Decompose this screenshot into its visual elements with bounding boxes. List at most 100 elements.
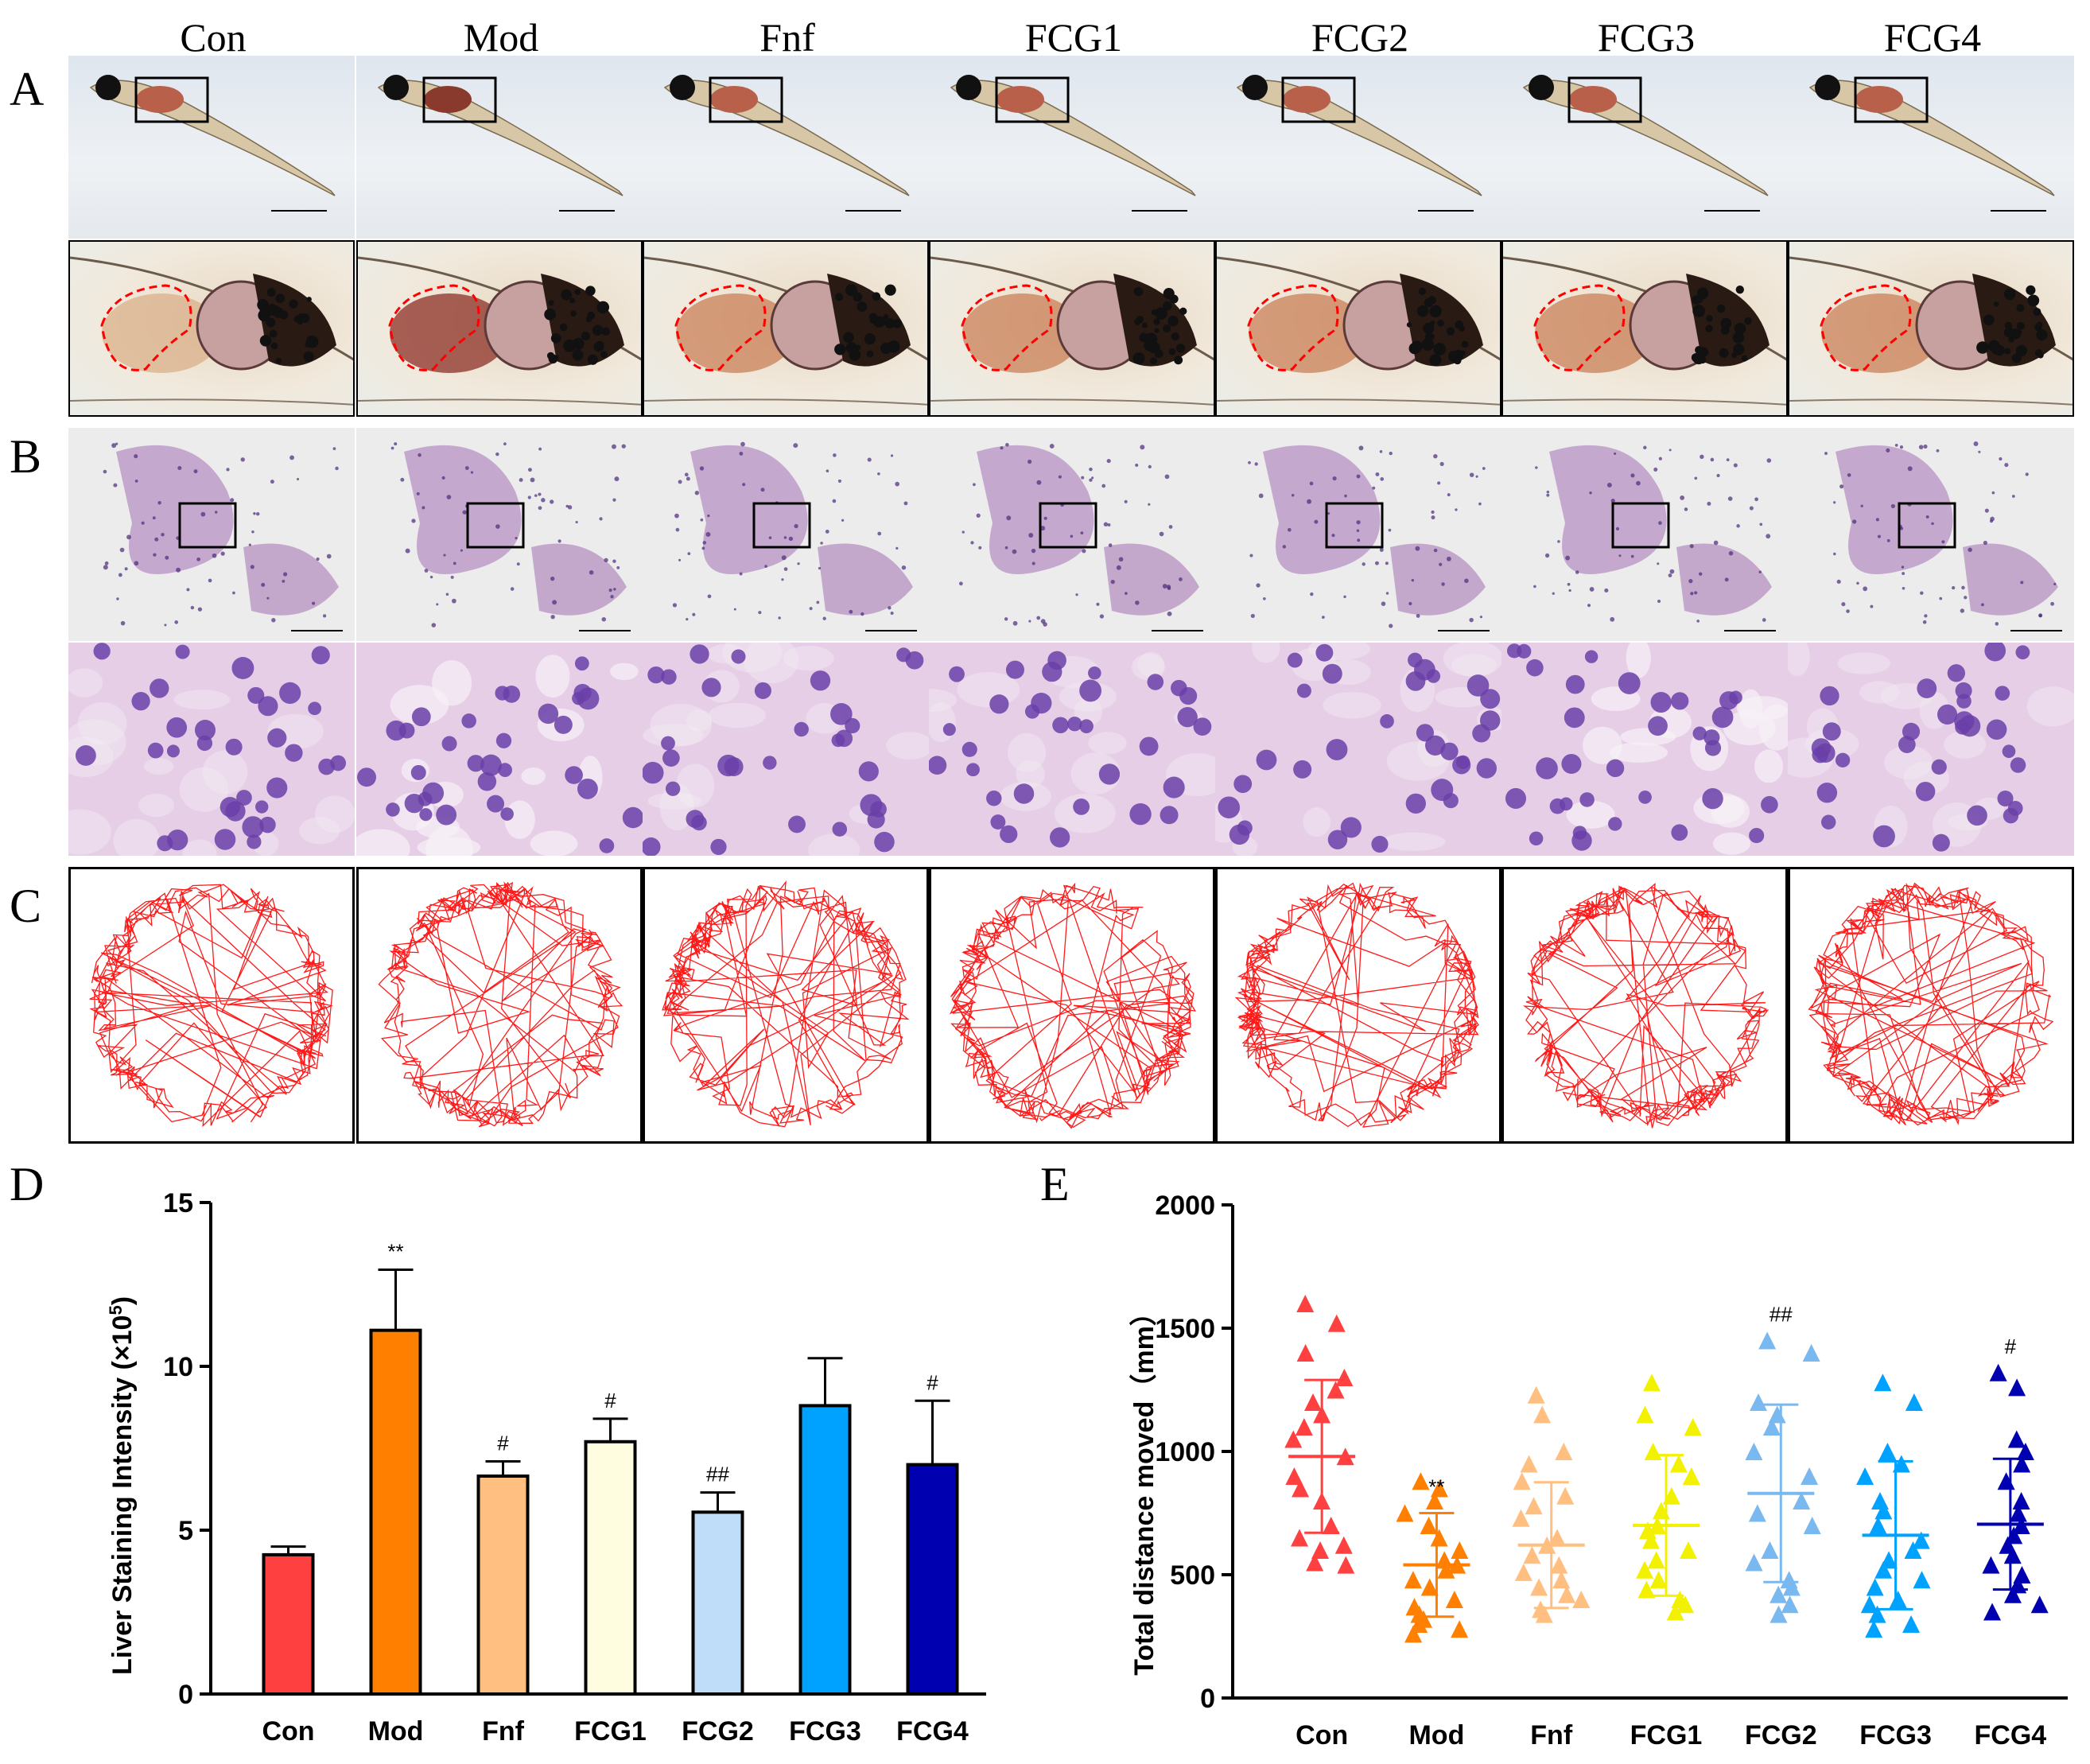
liver-zoom-image-mod xyxy=(356,240,643,417)
point-fcg3 xyxy=(1889,1591,1907,1608)
histology-low-mag-mod xyxy=(356,428,643,641)
point-fcg3 xyxy=(1892,1455,1910,1473)
y-axis-label-e: Total distance moved（mm） xyxy=(1129,1299,1160,1676)
point-mod xyxy=(1404,1571,1422,1589)
bar-fcg2 xyxy=(691,1510,744,1696)
group-label-mod: Mod xyxy=(463,15,539,60)
point-con xyxy=(1291,1529,1309,1547)
x-tick-label-d-fcg4: FCG4 xyxy=(896,1716,969,1747)
locomotion-track-mod xyxy=(356,867,643,1144)
point-fnf xyxy=(1572,1591,1591,1608)
bar-fcg1 xyxy=(584,1440,637,1696)
point-fcg2 xyxy=(1770,1605,1788,1623)
histology-low-mag-fcg3 xyxy=(1501,428,1788,641)
histology-high-mag-mod xyxy=(356,643,643,856)
point-fcg2 xyxy=(1781,1595,1799,1614)
point-con xyxy=(1322,1517,1340,1534)
point-mod xyxy=(1430,1529,1448,1547)
point-con xyxy=(1327,1381,1345,1399)
point-mod xyxy=(1420,1517,1438,1534)
x-tick-label-d-fcg3: FCG3 xyxy=(789,1716,861,1747)
x-tick-label-d-fcg1: FCG1 xyxy=(574,1716,647,1747)
bar-fcg4 xyxy=(906,1463,959,1696)
point-fcg3 xyxy=(1874,1560,1893,1579)
point-fcg3 xyxy=(1902,1615,1921,1633)
point-fcg2 xyxy=(1801,1467,1819,1485)
group-label-fcg3: FCG3 xyxy=(1597,15,1696,60)
point-fnf xyxy=(1530,1578,1548,1596)
x-tick-label-d-fcg2: FCG2 xyxy=(682,1716,754,1747)
point-fcg2 xyxy=(1745,1553,1763,1572)
histology-high-mag-con xyxy=(68,643,355,856)
group-label-fcg1: FCG1 xyxy=(1024,15,1123,60)
bar-mod xyxy=(369,1328,422,1696)
point-fcg4 xyxy=(2009,1504,2027,1522)
histology-low-mag-fcg1 xyxy=(929,428,1215,641)
significance-d-mod: ** xyxy=(387,1239,403,1263)
x-tick-label-e-fcg3: FCG3 xyxy=(1859,1720,1932,1750)
point-fcg4 xyxy=(1989,1363,2007,1381)
liver-zoom-image-fnf xyxy=(643,240,929,417)
liver-zoom-image-fcg1 xyxy=(929,240,1215,417)
point-mod xyxy=(1412,1472,1430,1490)
point-fcg1 xyxy=(1666,1603,1684,1621)
point-fcg1 xyxy=(1647,1551,1665,1569)
point-con xyxy=(1337,1556,1355,1574)
point-fcg3 xyxy=(1866,1578,1884,1596)
point-fcg4 xyxy=(1997,1472,2015,1490)
larva-image-fnf xyxy=(643,56,929,239)
histology-high-mag-fnf xyxy=(643,643,929,856)
point-mod xyxy=(1404,1625,1423,1643)
point-fnf xyxy=(1512,1509,1530,1527)
point-fcg1 xyxy=(1679,1541,1697,1559)
point-fnf xyxy=(1533,1405,1552,1424)
locomotion-track-fcg2 xyxy=(1215,867,1501,1144)
point-fcg2 xyxy=(1758,1331,1777,1350)
locomotion-track-fcg4 xyxy=(1788,867,2074,1144)
point-fcg1 xyxy=(1636,1405,1654,1424)
panel-label-d: D xyxy=(10,1158,45,1210)
point-fcg2 xyxy=(1761,1541,1779,1559)
larva-image-fcg4 xyxy=(1788,56,2074,239)
histology-low-mag-con xyxy=(68,428,355,641)
larva-image-con xyxy=(68,56,355,239)
larva-image-fcg1 xyxy=(929,56,1215,239)
panel-label-b: B xyxy=(10,430,42,483)
chart-liver-staining: Liver Staining Intensity (×105) 0 5 10 15 Co… xyxy=(106,1188,986,1747)
point-fcg3 xyxy=(1871,1492,1890,1510)
histology-high-mag-fcg1 xyxy=(929,643,1215,856)
locomotion-track-fnf xyxy=(643,867,929,1144)
point-fcg2 xyxy=(1802,1344,1820,1362)
larva-image-fcg2 xyxy=(1215,56,1501,239)
x-tick-label-e-fcg4: FCG4 xyxy=(1975,1720,2047,1750)
liver-zoom-image-fcg3 xyxy=(1501,240,1788,417)
locomotion-track-fcg1 xyxy=(929,867,1215,1144)
point-fcg2 xyxy=(1782,1578,1801,1596)
point-fnf xyxy=(1555,1443,1573,1460)
point-fcg3 xyxy=(1868,1605,1886,1623)
point-fcg1 xyxy=(1644,1443,1662,1460)
point-fcg2 xyxy=(1748,1504,1766,1522)
point-con xyxy=(1306,1553,1324,1572)
point-fcg4 xyxy=(2013,1455,2031,1473)
point-fnf xyxy=(1525,1497,1543,1515)
point-fcg1 xyxy=(1641,1531,1660,1549)
point-mod xyxy=(1420,1578,1439,1596)
y-tick-label-d: 10 xyxy=(163,1352,193,1382)
histology-high-mag-fcg4 xyxy=(1788,643,2074,856)
y-tick-label-e: 1000 xyxy=(1155,1437,1215,1467)
point-fcg2 xyxy=(1793,1492,1811,1510)
x-tick-label-e-fnf: Fnf xyxy=(1530,1720,1573,1750)
point-fcg2 xyxy=(1762,1418,1781,1436)
point-mod xyxy=(1445,1591,1463,1608)
x-tick-label-e-fcg1: FCG1 xyxy=(1630,1720,1703,1750)
point-fnf xyxy=(1527,1385,1545,1404)
point-fcg1 xyxy=(1684,1418,1702,1436)
larva-image-mod xyxy=(356,56,643,239)
point-con xyxy=(1296,1344,1315,1362)
y-tick-label-e: 0 xyxy=(1200,1684,1215,1714)
y-tick-label-d: 5 xyxy=(178,1516,193,1546)
group-label-fcg2: FCG2 xyxy=(1311,15,1409,60)
significance-e-mod: ** xyxy=(1428,1475,1444,1499)
bar-con xyxy=(262,1552,315,1696)
